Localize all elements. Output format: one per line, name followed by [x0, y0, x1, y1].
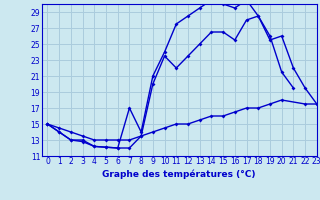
X-axis label: Graphe des températures (°C): Graphe des températures (°C)	[102, 169, 256, 179]
